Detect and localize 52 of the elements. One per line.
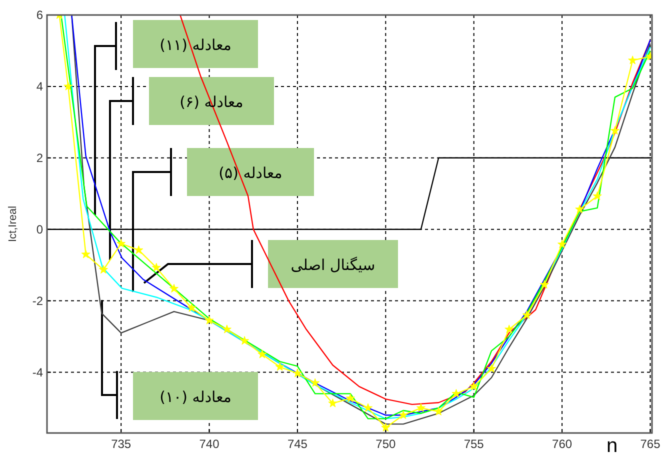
point	[610, 126, 620, 135]
point	[169, 284, 179, 293]
point	[134, 245, 144, 254]
point	[310, 378, 320, 387]
y-tick-label: -2	[32, 294, 44, 308]
annotation: معادله (۱۱)	[160, 36, 232, 54]
point	[81, 250, 90, 258]
point	[558, 240, 567, 248]
point	[452, 388, 461, 398]
y-tick-label: 6	[36, 8, 44, 22]
point	[222, 324, 232, 334]
point	[275, 362, 284, 371]
point	[204, 316, 214, 324]
point	[116, 238, 126, 248]
point	[592, 191, 602, 200]
point	[504, 324, 514, 334]
x-tick-label: 750	[376, 437, 396, 451]
point	[258, 350, 267, 358]
y-tick-label: 2	[36, 150, 44, 165]
point	[486, 364, 496, 373]
point	[98, 264, 108, 274]
point	[292, 368, 302, 378]
point	[398, 410, 408, 420]
point	[187, 303, 196, 312]
point	[381, 422, 390, 432]
annotation: سیگنال اصلی	[290, 256, 376, 274]
x-tick-label: 740	[199, 437, 220, 451]
y-tick-label: -4	[32, 365, 44, 380]
point	[328, 398, 338, 408]
y-tick-label: 0	[36, 222, 44, 236]
x-tick-label: 755	[464, 437, 484, 451]
point	[540, 280, 549, 289]
annotation: معادله (۵)	[218, 164, 282, 182]
point	[416, 403, 426, 412]
point	[240, 336, 250, 345]
x-tick-label: 745	[287, 437, 308, 451]
x-tick-label: 735	[111, 437, 132, 451]
y-axis-title: Ict,Ireal	[7, 206, 19, 242]
point	[469, 382, 478, 390]
point	[363, 403, 373, 412]
point	[628, 56, 638, 64]
point	[152, 262, 161, 272]
point	[64, 82, 73, 90]
annotation: معادله (۱۰)	[160, 388, 232, 406]
x-axis-title: n	[606, 435, 618, 455]
point	[346, 394, 355, 402]
point	[575, 204, 584, 214]
y-tick-label: 4	[36, 79, 44, 94]
point	[434, 406, 444, 416]
x-tick-label: 760	[552, 437, 572, 451]
point	[522, 310, 532, 319]
x-tick-label: 765	[640, 437, 661, 451]
